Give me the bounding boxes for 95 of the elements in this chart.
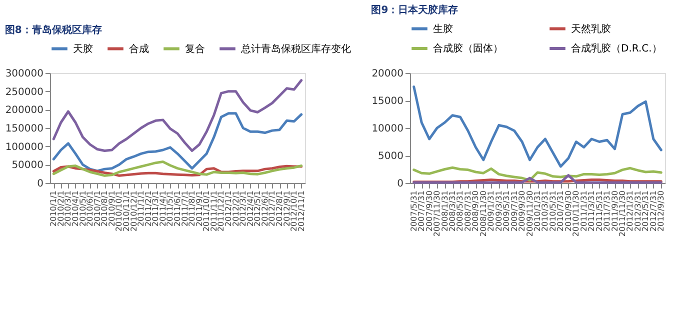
x-tick-label: 2012/2/1 — [231, 190, 240, 226]
x-tick-label: 2012/4/1 — [246, 190, 255, 226]
legend-label: 天胶 — [73, 42, 93, 55]
x-tick-label: 2012/9/1 — [282, 190, 292, 226]
x-tick-label: 2010/6/1 — [86, 190, 95, 226]
y-tick-label: 15000 — [372, 96, 404, 107]
y-tick-label: 100000 — [5, 142, 44, 153]
x-tick-label: 2011/5/31 — [594, 190, 604, 232]
x-tick-label: 2010/3/31 — [540, 190, 550, 232]
x-tick-label: 2008/9/30 — [471, 190, 480, 232]
x-tick-label: 2011/1/31 — [579, 190, 588, 232]
x-tick-label: 2011/11/1 — [209, 190, 218, 232]
legend-label: 天然乳胶 — [571, 22, 611, 35]
x-tick-label: 2011/9/30 — [610, 190, 620, 232]
x-tick-label: 2012/3/1 — [238, 190, 248, 226]
x-tick-label: 2011/5/1 — [166, 190, 175, 226]
x-tick-label: 2010/3/1 — [64, 190, 73, 226]
x-tick-label: 2010/7/31 — [556, 190, 566, 232]
y-tick-label: 250000 — [5, 86, 44, 98]
x-tick-label: 2007/9/30 — [424, 190, 434, 232]
x-tick-label: 2008/5/31 — [456, 190, 465, 232]
x-tick-label: 2009/11/30 — [525, 190, 534, 237]
y-tick-label: 0 — [37, 178, 44, 190]
x-tick-label: 2009/9/30 — [518, 190, 527, 232]
y-tick-label: 20000 — [372, 68, 404, 80]
legend-label: 合成胶（固体） — [433, 42, 503, 54]
x-tick-label: 2012/5/1 — [253, 190, 262, 226]
y-tick-label: 5000 — [378, 151, 404, 162]
x-tick-label: 2010/10/1 — [114, 190, 124, 232]
x-tick-label: 2010/11/30 — [572, 190, 581, 237]
x-tick-label: 2007/5/31 — [409, 190, 418, 232]
x-tick-label: 2011/2/1 — [144, 190, 153, 226]
legend-label: 合成乳胶（D.R.C.） — [571, 42, 662, 54]
x-tick-label: 2010/12/1 — [129, 190, 138, 232]
x-tick-label: 2011/12/1 — [216, 190, 226, 232]
x-tick-label: 2011/11/30 — [618, 190, 627, 237]
x-tick-label: 2012/10/1 — [290, 190, 299, 232]
x-tick-label: 2011/9/1 — [194, 190, 204, 226]
x-tick-label: 2012/6/1 — [260, 190, 270, 226]
x-tick-label: 2011/7/31 — [602, 190, 612, 232]
x-tick-label: 2008/3/31 — [448, 190, 457, 232]
x-tick-label: 2011/4/1 — [158, 190, 168, 226]
chart-title: 图9：日本天胶库存 — [371, 4, 458, 16]
x-tick-label: 2010/9/1 — [107, 190, 116, 226]
x-tick-label: 2012/3/31 — [633, 190, 642, 232]
x-tick-label: 2009/1/31 — [486, 190, 496, 232]
x-tick-label: 2012/7/1 — [268, 190, 277, 226]
y-tick-label: 300000 — [5, 68, 44, 80]
x-tick-label: 2007/7/31 — [417, 190, 426, 232]
line-series — [412, 166, 662, 182]
x-tick-label: 2007/11/30 — [432, 190, 442, 237]
x-tick-label: 2011/7/1 — [180, 190, 190, 226]
y-tick-label: 0 — [397, 178, 404, 190]
x-tick-label: 2010/5/31 — [548, 190, 558, 232]
x-tick-label: 2008/7/31 — [463, 190, 472, 232]
y-tick-label: 50000 — [12, 160, 44, 172]
x-tick-label: 2010/9/30 — [564, 190, 573, 232]
x-tick-label: 2011/1/1 — [136, 190, 146, 226]
x-tick-label: 2011/8/1 — [188, 190, 197, 226]
legend-label: 合成 — [129, 42, 149, 55]
line-series — [52, 160, 303, 177]
x-tick-label: 2010/7/1 — [92, 190, 102, 226]
x-tick-label: 2010/11/1 — [122, 190, 131, 232]
x-tick-label: 2009/7/31 — [510, 190, 519, 232]
x-tick-label: 2012/5/31 — [641, 190, 650, 232]
chart-title: 图8：青岛保税区库存 — [4, 24, 102, 36]
x-tick-label: 2010/1/31 — [533, 190, 542, 232]
x-tick-label: 2008/11/30 — [478, 190, 488, 237]
x-tick-label: 2012/1/1 — [224, 190, 233, 226]
x-tick-label: 2010/5/1 — [78, 190, 88, 226]
line-series — [52, 79, 303, 152]
x-tick-label: 2012/7/31 — [648, 190, 658, 232]
x-tick-label: 2012/9/30 — [656, 190, 666, 232]
x-tick-label: 2012/11/1 — [296, 190, 306, 232]
y-tick-label: 150000 — [5, 124, 44, 134]
line-series — [412, 86, 662, 168]
y-tick-label: 200000 — [5, 105, 44, 116]
x-tick-label: 2010/2/1 — [56, 190, 66, 226]
x-tick-label: 2012/1/31 — [626, 190, 635, 232]
x-tick-label: 2010/1/1 — [49, 190, 58, 226]
x-tick-label: 2011/10/1 — [202, 190, 212, 232]
x-tick-label: 2011/6/1 — [173, 190, 182, 226]
legend-label: 生胶 — [433, 22, 453, 35]
x-tick-label: 2011/3/31 — [587, 190, 596, 232]
x-tick-label: 2010/4/1 — [71, 190, 80, 226]
legend-label: 复合 — [185, 42, 205, 55]
y-tick-label: 10000 — [372, 124, 404, 134]
line-series — [52, 112, 303, 172]
x-tick-label: 2012/8/1 — [275, 190, 284, 226]
x-tick-label: 2009/3/31 — [494, 190, 504, 232]
x-tick-label: 2011/3/1 — [151, 190, 160, 226]
x-tick-label: 2010/8/1 — [100, 190, 110, 226]
legend-label: 总计青岛保税区库存变化 — [240, 42, 351, 55]
x-tick-label: 2009/5/31 — [502, 190, 512, 232]
x-tick-label: 2008/1/31 — [440, 190, 450, 232]
